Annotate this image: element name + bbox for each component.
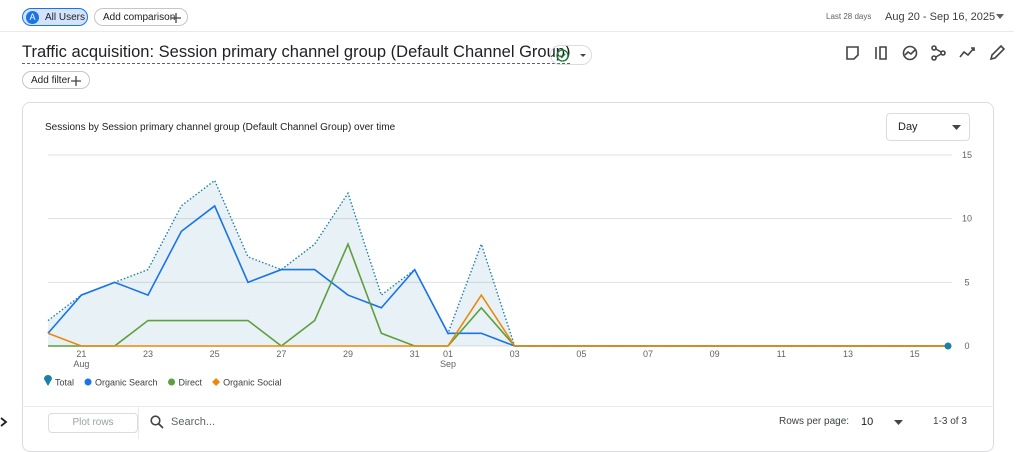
add-comparison-label: Add comparison: [103, 12, 176, 23]
granularity-label: Day: [898, 121, 918, 133]
pagination: 1-3 of 3: [933, 416, 967, 427]
page: A All Users Add comparison Last 28 days …: [0, 8, 1014, 452]
x-tick-label: 31: [410, 349, 420, 359]
legend-label: Total: [55, 378, 74, 388]
legend-icon: [168, 378, 176, 386]
x-tick-sublabel: Aug: [73, 359, 89, 369]
add-comparison[interactable]: Add comparison: [94, 8, 188, 26]
y-tick-label: 0: [964, 341, 969, 351]
dropdown-arrow: [894, 420, 903, 425]
add-filter[interactable]: Add filter: [22, 71, 90, 89]
legend-label: Organic Search: [95, 378, 158, 388]
x-tick-label: 23: [143, 349, 153, 359]
divider: [138, 406, 139, 439]
x-tick-label: 15: [910, 349, 920, 359]
segment-chip[interactable]: A All Users: [22, 8, 88, 26]
add-filter-label: Add filter: [31, 75, 71, 86]
rows-per-page-label: Rows per page:: [779, 416, 850, 427]
x-tick-label: 13: [843, 349, 853, 359]
x-tick-label: 07: [643, 349, 653, 359]
segment-avatar: A: [26, 11, 39, 24]
legend-icon: [44, 375, 52, 386]
plot-rows-button[interactable]: Plot rows: [48, 413, 138, 433]
legend-icon: [84, 378, 92, 386]
area-fill: [48, 180, 948, 346]
report-title: Traffic acquisition: Session primary cha…: [22, 43, 571, 64]
expand-icon[interactable]: [0, 416, 8, 428]
granularity-select[interactable]: Day: [886, 113, 970, 141]
x-tick-sublabel: Sep: [440, 359, 456, 369]
plus-icon: [71, 76, 81, 86]
rows-per-page[interactable]: 10: [861, 416, 874, 428]
x-tick-label: 27: [276, 349, 286, 359]
legend-icon: [212, 378, 221, 386]
toolbar-icons[interactable]: [843, 44, 1009, 62]
x-tick-label: 01: [443, 349, 453, 359]
end-marker: [944, 342, 952, 350]
y-tick-label: 5: [964, 277, 969, 287]
search-input[interactable]: Search...: [171, 416, 216, 428]
x-tick-label: 03: [510, 349, 520, 359]
x-tick-label: 29: [343, 349, 353, 359]
date-range-label: Last 28 days: [826, 12, 872, 21]
x-tick-label: 21: [76, 349, 86, 359]
search-icon: [150, 415, 164, 429]
x-tick-label: 11: [777, 349, 786, 359]
x-tick-label: 25: [210, 349, 220, 359]
date-range[interactable]: Aug 20 - Sep 16, 2025: [885, 11, 996, 23]
divider: [0, 31, 1014, 32]
y-tick-label: 15: [962, 150, 972, 160]
x-tick-label: 05: [576, 349, 586, 359]
divider: [22, 406, 994, 407]
dropdown-arrow: [996, 14, 1004, 19]
legend-label: Organic Social: [223, 378, 282, 388]
plus-icon: [171, 13, 181, 23]
series-line: [47, 293, 948, 347]
chart-title: Sessions by Session primary channel grou…: [45, 122, 396, 133]
status-icon: [556, 49, 586, 62]
x-tick-label: 09: [710, 349, 720, 359]
segment-label: All Users: [45, 12, 86, 23]
legend-label: Direct: [179, 378, 203, 388]
status-chip[interactable]: [550, 45, 592, 65]
y-tick-label: 10: [962, 214, 972, 224]
dropdown-arrow: [952, 125, 961, 130]
